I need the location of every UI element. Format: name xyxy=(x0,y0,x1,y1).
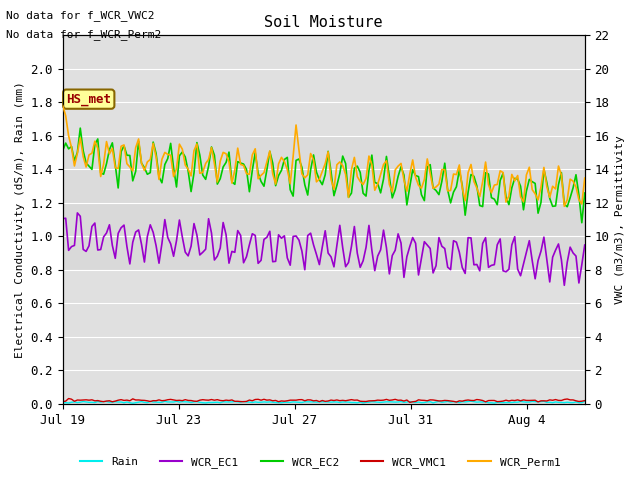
Title: Soil Moisture: Soil Moisture xyxy=(264,15,383,30)
Rain xyxy=(120,400,128,406)
WCR_EC2 xyxy=(581,190,589,196)
WCR_EC1 xyxy=(260,237,268,242)
WCR_Perm1 xyxy=(120,142,128,148)
WCR_VMC1 xyxy=(170,397,177,403)
WCR_EC1 xyxy=(68,244,76,250)
WCR_EC2 xyxy=(59,147,67,153)
WCR_VMC1 xyxy=(260,396,268,402)
Line: Rain: Rain xyxy=(63,401,585,403)
Rain xyxy=(467,398,475,404)
WCR_Perm1 xyxy=(523,172,531,178)
Y-axis label: VWC (m3/m3), Permittivity: VWC (m3/m3), Permittivity xyxy=(615,135,625,304)
Rain xyxy=(170,399,177,405)
Line: WCR_VMC1: WCR_VMC1 xyxy=(63,398,585,402)
WCR_Perm1 xyxy=(59,103,67,108)
WCR_EC2 xyxy=(76,125,84,131)
WCR_EC2 xyxy=(170,165,177,171)
Text: HS_met: HS_met xyxy=(67,93,111,106)
WCR_EC1 xyxy=(581,242,589,248)
WCR_VMC1 xyxy=(123,397,131,403)
WCR_VMC1 xyxy=(59,399,67,405)
WCR_VMC1 xyxy=(65,396,72,401)
WCR_Perm1 xyxy=(167,152,175,158)
WCR_EC1 xyxy=(569,250,577,256)
WCR_EC2 xyxy=(123,152,131,158)
WCR_Perm1 xyxy=(581,175,589,181)
WCR_EC2 xyxy=(68,144,76,149)
Bar xyxy=(63,203,585,270)
Rain xyxy=(569,400,577,406)
Rain xyxy=(581,398,589,404)
WCR_EC2 xyxy=(260,183,268,189)
Line: WCR_Perm1: WCR_Perm1 xyxy=(63,106,585,206)
Rain xyxy=(68,399,76,405)
WCR_Perm1 xyxy=(257,172,265,178)
Bar xyxy=(63,136,585,203)
Rain xyxy=(529,398,536,404)
WCR_Perm1 xyxy=(68,144,76,150)
Rain xyxy=(59,400,67,406)
WCR_VMC1 xyxy=(569,397,577,403)
WCR_EC2 xyxy=(578,220,586,226)
Text: No data for f_WCR_Perm2: No data for f_WCR_Perm2 xyxy=(6,29,162,40)
Line: WCR_EC1: WCR_EC1 xyxy=(63,213,585,285)
WCR_VMC1 xyxy=(406,399,413,405)
WCR_EC1 xyxy=(561,282,568,288)
WCR_EC2 xyxy=(525,177,533,182)
WCR_VMC1 xyxy=(581,398,589,404)
WCR_Perm1 xyxy=(566,176,574,182)
Line: WCR_EC2: WCR_EC2 xyxy=(63,128,585,223)
Text: No data for f_WCR_VWC2: No data for f_WCR_VWC2 xyxy=(6,10,155,21)
Rain xyxy=(260,399,268,405)
WCR_VMC1 xyxy=(70,398,78,404)
WCR_EC2 xyxy=(566,195,574,201)
WCR_EC1 xyxy=(525,238,533,243)
Legend: Rain, WCR_EC1, WCR_EC2, WCR_VMC1, WCR_Perm1: Rain, WCR_EC1, WCR_EC2, WCR_VMC1, WCR_Pe… xyxy=(76,452,564,472)
WCR_EC1 xyxy=(74,210,81,216)
WCR_VMC1 xyxy=(529,397,536,403)
Rain xyxy=(129,400,136,406)
WCR_EC1 xyxy=(170,253,177,259)
Y-axis label: Electrical Conductivity (dS/m), Rain (mm): Electrical Conductivity (dS/m), Rain (mm… xyxy=(15,81,25,358)
WCR_EC1 xyxy=(59,216,67,222)
WCR_EC1 xyxy=(123,244,131,250)
WCR_Perm1 xyxy=(561,204,568,209)
